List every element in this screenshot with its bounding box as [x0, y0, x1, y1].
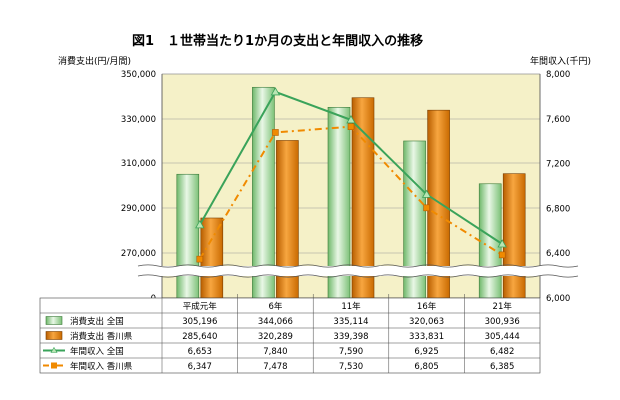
legend-key-marker	[50, 346, 58, 353]
axis-break-line	[137, 274, 579, 278]
point-national-income	[497, 239, 507, 248]
table-cell-value: 320,289	[258, 332, 293, 342]
bar-kagawa-spending	[502, 173, 526, 299]
right-tick-label: 7,200	[546, 160, 570, 170]
category-label: 16年	[417, 301, 437, 312]
axis-break-band	[138, 266, 564, 276]
bar-kagawa-spending	[200, 217, 224, 299]
table-cell-value: 333,831	[409, 332, 444, 342]
table-cell-value: 335,114	[333, 317, 368, 327]
table-cell-value: 6,482	[490, 347, 514, 357]
category-label: 6年	[268, 301, 282, 312]
point-kagawa-income	[196, 255, 204, 263]
table-cell-value: 300,936	[485, 317, 520, 327]
table-cell-value: 7,530	[339, 362, 363, 372]
left-axis-label: 消費支出(円/月間)	[58, 55, 131, 67]
table-cell-value: 285,640	[182, 332, 217, 342]
table-cell-value: 6,805	[414, 362, 438, 372]
point-kagawa-income	[423, 204, 430, 212]
table-cell-value: 6,925	[414, 347, 438, 357]
axis-break-line	[137, 264, 579, 268]
left-tick-label: 350,000	[121, 70, 156, 80]
point-national-income	[346, 115, 356, 124]
legend-key-marker	[51, 362, 57, 369]
left-tick-label: 310,000	[121, 159, 156, 169]
table-cell-value: 7,478	[263, 362, 287, 372]
table-cell-value: 6,653	[188, 347, 212, 357]
legend-label: 消費支出 全国	[70, 316, 124, 327]
left-tick-label: 290,000	[121, 204, 156, 214]
left-tick-label: 330,000	[121, 115, 156, 125]
right-tick-label: 7,600	[546, 115, 570, 125]
left-tick-label: 270,000	[121, 249, 156, 259]
table-cell-value: 320,063	[409, 317, 444, 327]
point-national-income	[421, 189, 432, 198]
point-kagawa-income	[498, 251, 506, 259]
axis-break	[137, 264, 579, 278]
category-label: 21年	[493, 301, 513, 312]
legend-label: 消費支出 香川県	[70, 331, 133, 342]
line-series	[195, 87, 507, 263]
point-national-income	[270, 87, 281, 96]
right-tick-label: 6,800	[546, 204, 570, 214]
table-cell-value: 305,444	[485, 332, 520, 342]
legend-key-bar	[45, 331, 63, 340]
point-kagawa-income	[272, 129, 279, 136]
right-axis-label: 年間収入(千円)	[530, 55, 591, 67]
right-axis-ticks: 8,000 7,600 7,200 6,800 6,400 6,000	[546, 70, 570, 304]
legend-label: 年間収入 香川県	[70, 361, 133, 372]
table-cell-value: 6,347	[188, 362, 212, 372]
category-label: 11年	[341, 301, 361, 312]
point-national-income	[195, 220, 205, 229]
point-kagawa-income	[347, 123, 355, 130]
table-cell-value: 6,385	[490, 362, 514, 372]
table-cell-value: 344,066	[258, 317, 293, 327]
right-tick-label: 6,400	[546, 249, 570, 259]
legend-label: 年間収入 全国	[70, 346, 124, 357]
table-frame	[39, 297, 541, 374]
chart-title: 図1 １世帯当たり1か月の支出と年間収入の推移	[132, 33, 423, 49]
right-tick-label: 8,000	[546, 70, 570, 80]
right-tick-label: 6,000	[546, 294, 570, 304]
legend-key-bar	[45, 316, 63, 325]
bar-national-spending	[176, 173, 200, 299]
plot-area	[161, 73, 541, 299]
table-cell-value: 339,398	[333, 332, 368, 342]
table-cell-value: 7,590	[339, 347, 363, 357]
table-cell-value: 305,196	[182, 317, 217, 327]
table-cell-value: 7,840	[263, 347, 287, 357]
category-label: 平成元年	[183, 301, 218, 312]
